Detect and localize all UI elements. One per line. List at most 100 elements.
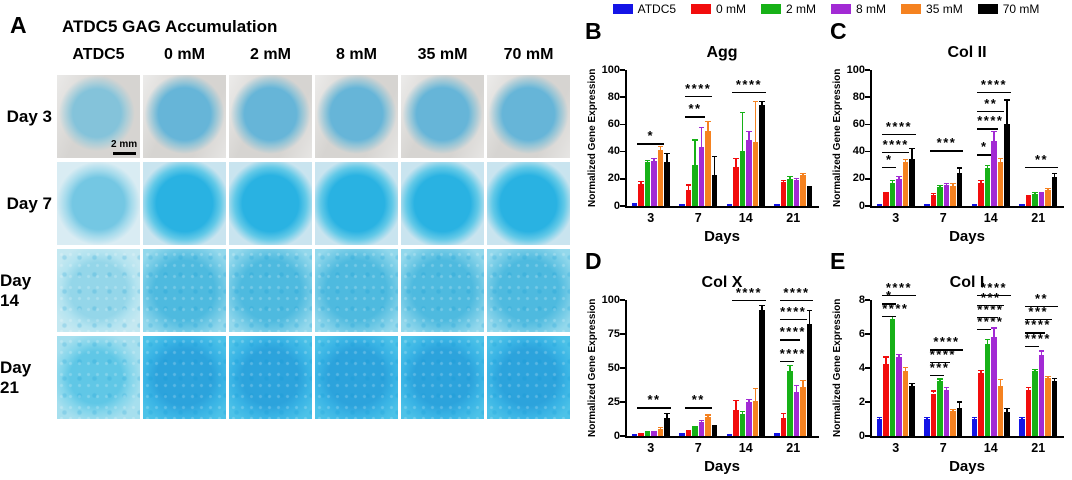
significance-stars: **** <box>685 80 712 96</box>
y-tick-label: 0 <box>613 429 620 442</box>
significance-stars: **** <box>1024 330 1051 346</box>
error-bar <box>885 193 887 195</box>
error-bar <box>735 158 737 167</box>
x-axis <box>870 436 1064 438</box>
y-tick-label: 80 <box>607 90 620 103</box>
y-tick-label: 60 <box>607 117 620 130</box>
bar <box>997 385 1004 436</box>
error-bar-cap <box>806 186 813 188</box>
error-bar-cap <box>883 192 889 194</box>
panel-letter-c: C <box>830 18 847 44</box>
legend-swatch <box>761 4 782 14</box>
error-bar-cap <box>1019 416 1025 418</box>
error-bar <box>1047 188 1049 190</box>
legend-item: 70 mM <box>977 2 1040 16</box>
significance-line <box>882 303 897 305</box>
error-bar <box>932 390 935 394</box>
error-bar-cap <box>739 112 746 114</box>
error-bar <box>891 180 894 183</box>
error-bar <box>700 420 703 423</box>
y-tick-mark <box>865 299 870 301</box>
significance-stars: * <box>885 151 893 167</box>
error-bar-cap <box>909 383 915 385</box>
chart-title: Col I <box>949 274 985 291</box>
legend-label: 70 mM <box>1002 2 1040 16</box>
error-bar-cap <box>991 130 997 132</box>
y-tick-mark <box>620 150 625 153</box>
bar <box>692 164 698 206</box>
error-bar-cap <box>930 193 937 195</box>
error-bar-cap <box>978 369 984 372</box>
error-bar-cap <box>780 412 787 415</box>
bar <box>793 392 800 436</box>
bar <box>711 174 718 206</box>
error-bar <box>973 417 976 419</box>
significance-stars: **** <box>882 301 909 317</box>
bar <box>651 161 657 206</box>
y-tick-label: 25 <box>607 395 620 408</box>
panel-letter-d: D <box>585 248 602 274</box>
error-bar <box>653 158 655 162</box>
bar <box>631 203 638 206</box>
significance-line <box>882 151 910 153</box>
chart-agg: B Agg Normalized Gene Expression 0 20 40 60 80 1… <box>585 18 830 250</box>
x-tick-label: 7 <box>939 441 947 455</box>
error-bar <box>754 388 757 401</box>
y-tick-mark <box>865 178 870 180</box>
error-bar-cap <box>726 433 733 435</box>
error-bar <box>795 385 798 393</box>
y-axis-label: Normalized Gene Expression <box>832 68 843 208</box>
y-tick-label: 100 <box>601 63 620 76</box>
legend-swatch <box>831 4 852 14</box>
significance-stars: *** <box>936 135 957 151</box>
error-bar-cap <box>739 410 746 413</box>
error-bar <box>958 167 961 174</box>
significance-line <box>779 319 807 321</box>
bar <box>698 146 705 206</box>
chart-col-ii: C Col II Normalized Gene Expression 0 20 40 60… <box>830 18 1072 250</box>
bar <box>1032 193 1038 206</box>
y-tick-label: 40 <box>607 145 620 158</box>
error-bar-cap <box>752 387 759 389</box>
error-bar-cap <box>806 310 813 312</box>
significance-line <box>882 294 916 297</box>
bar <box>937 186 943 206</box>
bar <box>746 402 752 436</box>
significance-line <box>977 91 1011 94</box>
error-bar <box>735 400 737 411</box>
error-bar-cap <box>896 176 902 178</box>
significance-line <box>684 407 712 409</box>
error-bar-cap <box>883 356 889 358</box>
bar <box>638 184 644 206</box>
significance-stars: **** <box>980 76 1008 92</box>
significance-stars: **** <box>1024 317 1051 333</box>
error-bar-cap <box>909 147 915 149</box>
column-header: 35 mM <box>417 46 468 63</box>
bar <box>889 182 896 206</box>
error-bar <box>1006 408 1008 413</box>
specimen-image <box>315 336 398 419</box>
specimen-image <box>315 162 398 245</box>
error-bar-cap <box>651 157 657 159</box>
bar <box>685 190 692 206</box>
bar <box>1004 124 1010 206</box>
error-bar <box>666 413 668 419</box>
error-bar <box>1053 173 1056 178</box>
bar <box>787 178 793 206</box>
y-tick-label: 20 <box>607 172 620 185</box>
error-bar <box>939 379 941 381</box>
y-tick-label: 50 <box>607 361 620 374</box>
x-tick-label: 21 <box>786 441 801 455</box>
bar <box>1038 194 1045 206</box>
bar <box>1045 378 1051 436</box>
error-bar-cap <box>664 153 670 155</box>
specimen-image <box>143 75 226 158</box>
significance-line <box>637 143 665 145</box>
x-tick-label: 3 <box>892 211 900 225</box>
bar <box>692 427 698 436</box>
specimen-image <box>143 249 226 332</box>
error-bar-cap <box>638 180 644 183</box>
significance-line <box>929 349 964 351</box>
legend-label: 0 mM <box>716 2 747 16</box>
significance-line <box>977 328 992 331</box>
